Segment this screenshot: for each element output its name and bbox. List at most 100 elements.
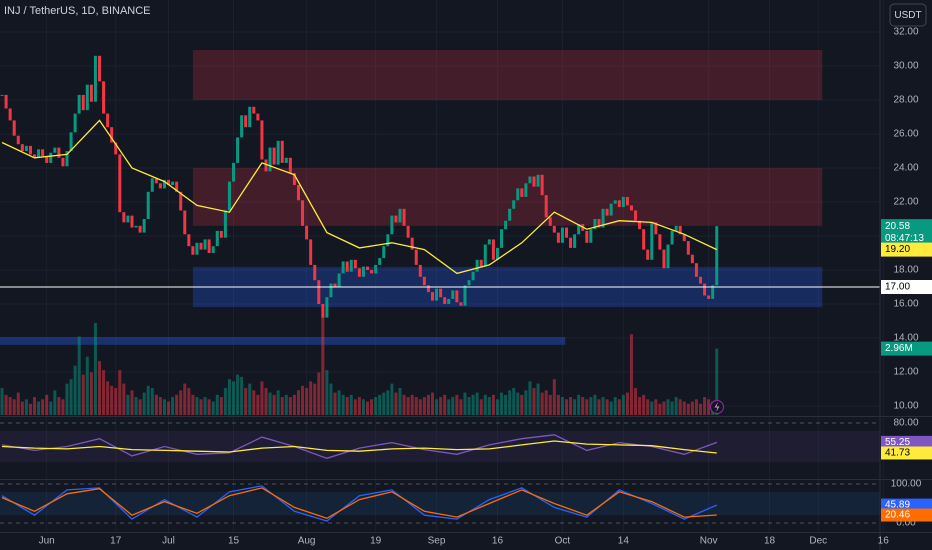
volume-bar — [471, 394, 475, 415]
volume-bar — [114, 388, 118, 415]
candle-body — [329, 283, 333, 298]
x-tick-label: Jul — [162, 536, 175, 547]
candle-body — [292, 173, 296, 185]
candle-body — [353, 259, 357, 269]
price-tag — [881, 446, 932, 460]
candle-body — [150, 178, 154, 192]
y-tick-label: 100.00 — [891, 479, 922, 490]
candle-body — [215, 230, 219, 247]
candle-body — [20, 144, 24, 151]
volume-bar — [264, 388, 268, 415]
candle-body — [459, 302, 463, 306]
volume-bar — [337, 390, 341, 415]
candle-body — [658, 234, 662, 250]
volume-bar — [57, 397, 61, 415]
volume-bar — [564, 399, 568, 415]
volume-bar — [211, 401, 215, 415]
candle-body — [191, 246, 195, 255]
candle-body — [248, 106, 252, 128]
volume-bar — [581, 397, 585, 415]
price-tag — [881, 242, 932, 257]
volume-bar — [146, 385, 150, 415]
candle-body — [629, 205, 633, 211]
candle-body — [357, 268, 361, 277]
volume-bar — [179, 390, 183, 415]
zone — [192, 50, 823, 100]
candle-body — [674, 225, 678, 231]
candle-body — [711, 285, 715, 299]
volume-bar — [187, 388, 191, 415]
volume-bar — [406, 397, 410, 415]
candle-body — [382, 246, 386, 259]
candle-body — [398, 208, 402, 223]
candle-body — [609, 203, 613, 216]
candle-body — [309, 239, 313, 265]
candle-body — [337, 273, 341, 287]
volume-bar — [183, 383, 187, 415]
volume-bar — [207, 399, 211, 415]
candle-body — [325, 297, 329, 318]
zone — [192, 168, 823, 226]
candle-body — [296, 185, 300, 201]
candle-body — [435, 288, 439, 301]
candle-body — [244, 115, 248, 128]
candle-body — [374, 264, 378, 274]
volume-bar — [288, 397, 292, 415]
y-tick-label: 14.00 — [893, 333, 918, 344]
candle-body — [219, 230, 223, 238]
candle-body — [512, 200, 516, 209]
candle-body — [142, 219, 146, 233]
candle-body — [313, 264, 317, 281]
volume-bar — [435, 399, 439, 415]
volume-bar — [345, 397, 349, 415]
price-tag — [881, 435, 932, 449]
candle-body — [97, 55, 101, 82]
volume-bar — [556, 394, 560, 415]
volume-bar — [4, 394, 8, 415]
candle-body — [223, 210, 227, 238]
candle-body — [601, 208, 605, 228]
candle-body — [613, 200, 617, 204]
volume-bar — [325, 370, 329, 415]
candle-body — [662, 249, 666, 269]
candle-body — [605, 208, 609, 216]
volume-bar — [236, 374, 240, 415]
volume-bar — [203, 397, 207, 415]
rsi-line — [1, 434, 718, 459]
candle-body — [694, 263, 698, 277]
candle-body — [556, 232, 560, 243]
candle-body — [73, 113, 77, 133]
rsi-line — [1, 440, 717, 454]
volume-bar — [158, 397, 162, 415]
volume-bar — [528, 381, 532, 415]
volume-bar — [670, 401, 674, 415]
volume-bar — [93, 323, 97, 415]
volume-bar — [341, 394, 345, 415]
candle-body — [699, 276, 703, 284]
volume-bar — [171, 397, 175, 415]
volume-bar — [150, 388, 154, 415]
volume-bar — [682, 401, 686, 415]
currency-label[interactable]: USDT — [894, 10, 921, 21]
candle-body — [264, 159, 268, 172]
candle-body — [654, 222, 658, 235]
volume-bar — [410, 394, 414, 415]
volume-bar — [329, 383, 333, 415]
x-tick-label: Oct — [555, 536, 571, 547]
candle-body — [625, 196, 629, 206]
currency-button[interactable] — [889, 3, 927, 27]
volume-bar — [81, 374, 85, 415]
volume-bar — [126, 394, 130, 415]
volume-bar — [292, 394, 296, 415]
x-tick-label: 19 — [370, 536, 382, 547]
candle-body — [333, 283, 337, 287]
volume-bar — [268, 392, 272, 415]
x-tick-label: Aug — [298, 536, 316, 547]
moving-average — [1, 119, 718, 275]
volume-bar — [540, 392, 544, 415]
candle-body — [666, 244, 670, 269]
price-tag-label: 20.58 — [885, 221, 910, 232]
volume-bar — [20, 401, 24, 415]
candle-body — [430, 292, 434, 301]
candle-body — [207, 239, 211, 253]
